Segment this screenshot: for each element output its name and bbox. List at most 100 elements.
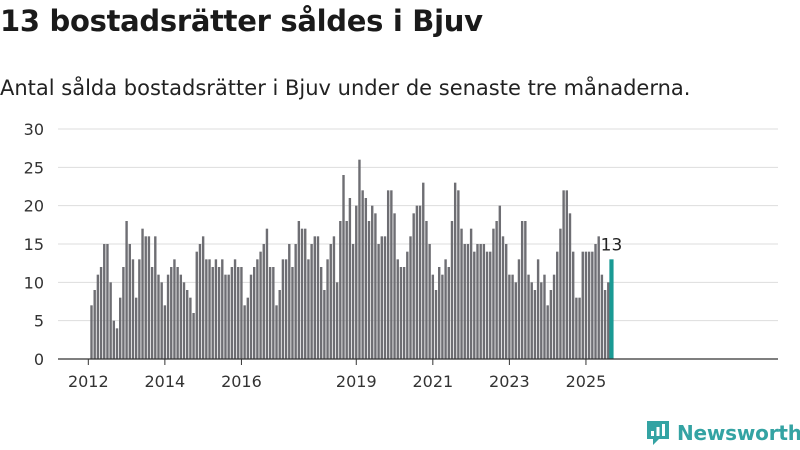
bar: [195, 251, 198, 359]
bar: [281, 259, 285, 359]
bar: [425, 221, 428, 359]
bar: [201, 236, 205, 359]
bar: [217, 267, 221, 359]
bar: [246, 297, 250, 359]
bar: [288, 244, 291, 359]
bar: [268, 267, 272, 359]
bar: [147, 236, 151, 359]
bar: [275, 305, 278, 359]
bar: [249, 274, 253, 359]
bar: [144, 236, 147, 359]
bar: [556, 251, 559, 359]
bar: [402, 267, 406, 359]
bar: [109, 282, 112, 359]
bar: [99, 267, 103, 359]
bar: [485, 251, 489, 359]
bar: [552, 274, 556, 359]
bar: [473, 251, 476, 359]
bar: [393, 213, 396, 359]
bar: [450, 221, 454, 359]
bar: [329, 244, 332, 359]
bar: [319, 267, 323, 359]
bar: [383, 236, 387, 359]
bar: [479, 244, 482, 359]
bar: [230, 267, 234, 359]
x-tick-label: 2012: [68, 372, 109, 391]
bar: [386, 190, 390, 359]
bar: [517, 259, 521, 359]
bar: [428, 244, 431, 359]
bar: [252, 267, 256, 359]
bar: [412, 213, 415, 359]
y-tick-label: 5: [34, 312, 44, 331]
bar: [530, 282, 533, 359]
x-tick-label: 2014: [145, 372, 186, 391]
bar: [524, 221, 527, 359]
x-tick-label: 2019: [336, 372, 377, 391]
bar: [335, 282, 339, 359]
bar: [173, 259, 176, 359]
bar: [540, 282, 543, 359]
bar: [489, 251, 492, 359]
bar: [284, 259, 288, 359]
bar: [179, 274, 183, 359]
y-tick-label: 10: [24, 273, 44, 292]
bar: [163, 305, 167, 359]
bar: [345, 221, 348, 359]
bar: [495, 221, 498, 359]
bar: [90, 305, 93, 359]
bar: [422, 182, 425, 359]
bar: [434, 290, 438, 359]
bar: [380, 236, 383, 359]
bar: [214, 259, 218, 359]
x-tick-label: 2021: [412, 372, 453, 391]
bar: [600, 274, 604, 359]
y-tick-label: 20: [24, 197, 44, 216]
bar: [358, 159, 361, 359]
x-tick-label: 2016: [221, 372, 262, 391]
bar: [581, 251, 584, 359]
bar: [390, 190, 393, 359]
bar: [441, 274, 444, 359]
bar: [291, 267, 294, 359]
bar: [367, 221, 371, 359]
bar: [157, 274, 160, 359]
bar: [119, 297, 122, 359]
bar: [431, 274, 435, 359]
bar: [256, 259, 259, 359]
bar: [304, 228, 307, 359]
bar: [447, 267, 450, 359]
bar: [96, 274, 100, 359]
bar: [565, 190, 569, 359]
bar: [237, 267, 240, 359]
bar: [211, 267, 214, 359]
bar: [221, 259, 224, 359]
bar: [371, 205, 374, 359]
y-tick-label: 0: [34, 350, 44, 369]
bar: [313, 236, 316, 359]
bar: [198, 244, 202, 359]
bar: [332, 236, 336, 359]
bar-highlight: [609, 259, 614, 359]
bar: [399, 267, 403, 359]
bar: [205, 259, 208, 359]
bar: [307, 259, 310, 359]
last-value-label: 13: [601, 235, 623, 255]
bar: [453, 182, 457, 359]
bar: [578, 297, 581, 359]
bar: [374, 213, 377, 359]
brand-name: Newsworthy: [677, 421, 800, 445]
bar: [128, 244, 131, 359]
bar: [364, 198, 368, 359]
bar: [603, 290, 607, 359]
bar: [527, 274, 530, 359]
bar: [154, 236, 157, 359]
bar: [339, 221, 342, 359]
bar: [406, 251, 409, 359]
bar: [536, 259, 540, 359]
bar: [571, 251, 575, 359]
bar: [584, 251, 588, 359]
bar: [463, 244, 466, 359]
bar: [224, 274, 227, 359]
x-tick-label: 2023: [489, 372, 530, 391]
